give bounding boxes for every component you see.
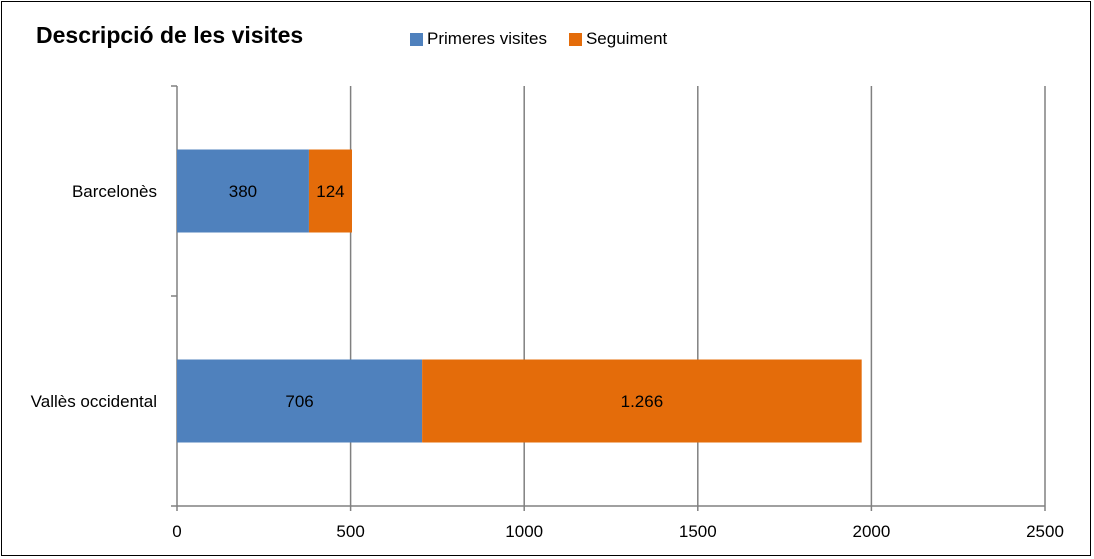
legend: Primeres visites Seguiment	[410, 29, 689, 49]
bar-0-1	[177, 359, 423, 443]
bars	[177, 149, 862, 443]
labels: 0 500 1000 1500 2000 2500 380 124 Barcelonès 706 1…	[31, 182, 1064, 541]
x-tick-label-0: 0	[172, 522, 181, 541]
category-label-0: Barcelonès	[72, 182, 157, 201]
bar-0-0	[177, 149, 309, 233]
x-tick-label-2500: 2500	[1026, 522, 1064, 541]
x-tick-label-500: 500	[336, 522, 364, 541]
legend-item-primeres: Primeres visites	[410, 29, 547, 49]
category-label-1: Vallès occidental	[31, 392, 157, 411]
legend-swatch-primeres	[410, 32, 423, 46]
chart-title: Descripció de les visites	[36, 22, 304, 48]
legend-label-seguiment: Seguiment	[585, 29, 668, 48]
gridlines	[349, 86, 1046, 506]
data-label-0-1: 706	[285, 392, 313, 411]
x-tick-label-1500: 1500	[679, 522, 717, 541]
data-label-1-0: 124	[316, 182, 344, 201]
x-tick-label-1000: 1000	[505, 522, 543, 541]
data-label-0-0: 380	[229, 182, 257, 201]
legend-label-primeres: Primeres visites	[427, 29, 547, 48]
legend-item-seguiment: Seguiment	[568, 29, 668, 49]
legend-swatch-seguiment	[568, 32, 582, 46]
x-tick-label-2000: 2000	[852, 522, 890, 541]
bar-1-1	[422, 359, 862, 443]
data-label-1-1: 1.266	[621, 392, 664, 411]
bar-1-0	[308, 149, 352, 233]
